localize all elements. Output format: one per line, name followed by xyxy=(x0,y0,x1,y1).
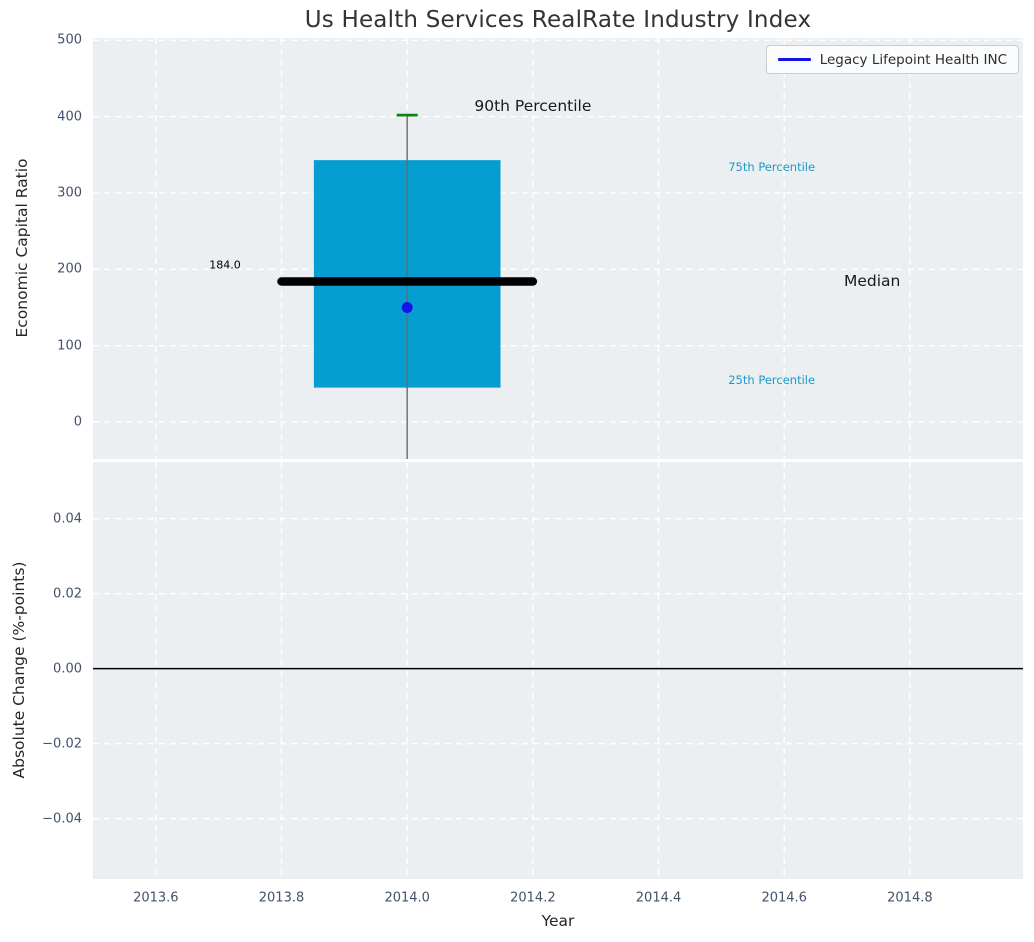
annotation-25th-percentile: 25th Percentile xyxy=(728,372,816,387)
x-axis-label: Year xyxy=(541,912,575,930)
panel-absolute-change xyxy=(93,462,1023,879)
y-tick-label-top: 400 xyxy=(57,109,82,125)
y-tick-label-top: 200 xyxy=(57,261,82,277)
y-tick-label-bottom: 0.02 xyxy=(53,586,82,602)
x-tick-label: 2014.2 xyxy=(510,890,556,906)
x-tick-label: 2013.6 xyxy=(133,890,179,906)
x-tick-label: 2013.8 xyxy=(258,890,305,906)
panel-economic-capital-ratio xyxy=(93,38,1023,459)
x-tick-label: 2014.8 xyxy=(887,890,933,906)
y-tick-label-top: 500 xyxy=(57,32,82,48)
x-tick-label: 2014.0 xyxy=(384,890,430,906)
y-axis-label-economic-capital-ratio: Economic Capital Ratio xyxy=(13,158,31,338)
annotation-75th-percentile: 75th Percentile xyxy=(728,160,816,174)
y-tick-label-bottom: −0.02 xyxy=(42,736,82,752)
y-tick-label-bottom: −0.04 xyxy=(42,811,82,827)
annotation-90th-percentile: 90th Percentile xyxy=(474,96,592,115)
y-tick-label-top: 100 xyxy=(57,338,82,354)
x-tick-label: 2014.6 xyxy=(761,890,807,906)
annotation-median: Median xyxy=(843,271,901,290)
y-tick-label-top: 0 xyxy=(73,414,82,430)
chart-title: Us Health Services RealRate Industry Ind… xyxy=(304,7,812,33)
annotation-median-value: 184.0 xyxy=(209,258,241,272)
legend-line-swatch xyxy=(777,58,811,61)
y-tick-label-bottom: 0.00 xyxy=(53,661,82,677)
legend: Legacy Lifepoint Health INC xyxy=(765,45,1019,74)
y-tick-label-top: 300 xyxy=(57,185,82,201)
legend-label: Legacy Lifepoint Health INC xyxy=(819,51,1007,68)
x-tick-label: 2014.4 xyxy=(635,890,682,906)
y-tick-label-bottom: 0.04 xyxy=(53,511,82,527)
y-axis-label-absolute-change: Absolute Change (%-points) xyxy=(10,561,28,779)
